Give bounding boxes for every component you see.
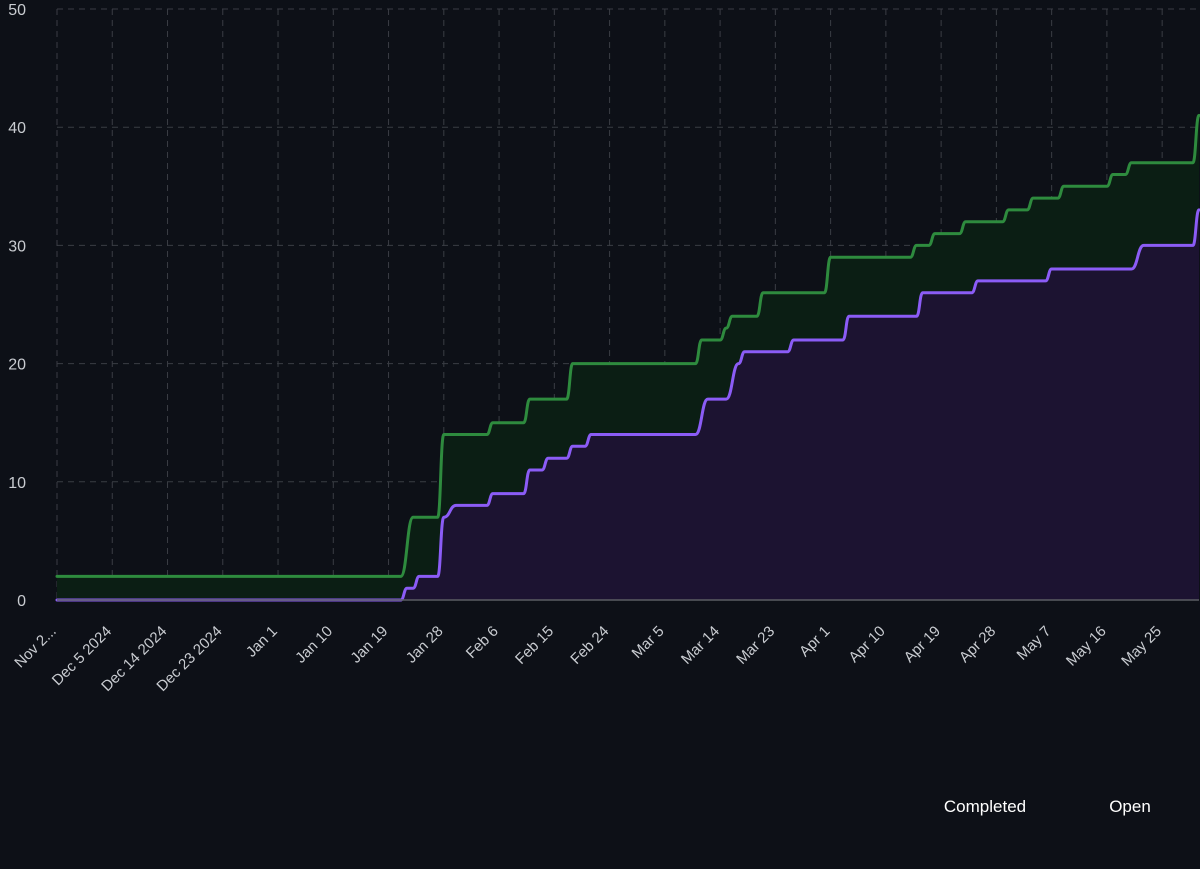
x-tick-label: Jan 19 xyxy=(347,623,391,667)
y-tick-label: 20 xyxy=(8,357,26,374)
y-tick-label: 50 xyxy=(8,2,26,19)
open-area xyxy=(57,209,1199,600)
x-tick-label: Apr 1 xyxy=(796,623,833,660)
x-tick-label: Apr 10 xyxy=(845,623,888,666)
completed-line[interactable] xyxy=(55,113,1200,578)
y-tick-label: 40 xyxy=(8,120,26,137)
y-tick-label: 0 xyxy=(17,593,26,610)
area-fills xyxy=(57,115,1199,601)
x-tick-label: Mar 14 xyxy=(678,623,723,668)
x-tick-label: May 25 xyxy=(1118,623,1165,670)
x-tick-label: Feb 6 xyxy=(463,623,502,662)
x-tick-label: Feb 24 xyxy=(567,623,612,668)
x-tick-label: Jan 10 xyxy=(292,623,336,667)
x-tick-label: Feb 15 xyxy=(512,623,557,668)
x-tick-label: Jan 28 xyxy=(403,623,447,667)
x-tick-label: Apr 28 xyxy=(956,623,999,666)
x-tick-label: Mar 5 xyxy=(629,623,668,662)
x-tick-label: Nov 2... xyxy=(11,623,60,672)
y-axis-ticks: 0 10 20 30 40 50 xyxy=(8,2,26,610)
legend-open[interactable]: Open xyxy=(1109,797,1151,816)
x-tick-label: Apr 19 xyxy=(901,623,944,666)
x-tick-label: May 16 xyxy=(1063,623,1110,670)
y-tick-label: 10 xyxy=(8,475,26,492)
series-lines xyxy=(55,113,1200,602)
y-tick-label: 30 xyxy=(8,238,26,255)
x-tick-label: May 7 xyxy=(1014,623,1055,664)
legend-completed[interactable]: Completed xyxy=(944,797,1026,816)
x-tick-label: Mar 23 xyxy=(733,623,778,668)
legend: Completed Open xyxy=(944,797,1151,816)
open-line[interactable] xyxy=(55,208,1200,602)
x-tick-label: Jan 1 xyxy=(243,623,281,661)
